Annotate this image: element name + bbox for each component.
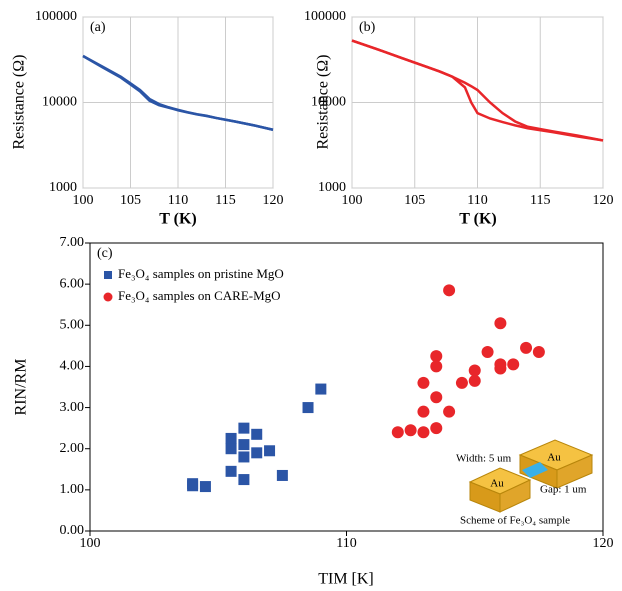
point	[391, 426, 404, 439]
y-tick-label: 0.00	[60, 523, 85, 538]
x-tick-label: 120	[263, 193, 284, 208]
y-tick-label: 1.00	[60, 482, 85, 497]
y-tick-label: 2.00	[60, 441, 85, 456]
point	[468, 374, 481, 387]
x-tick-label: 100	[80, 536, 101, 551]
x-tick-label: 115	[530, 193, 550, 208]
panel-label: (b)	[359, 20, 376, 35]
point	[481, 346, 494, 359]
point	[507, 358, 520, 371]
line-series	[351, 39, 604, 142]
y-tick-label: 10000	[311, 95, 346, 110]
point	[238, 474, 250, 486]
y-axis-label: Resistance (Ω)	[11, 55, 28, 150]
point	[443, 284, 456, 297]
x-axis-label: TIM [K]	[318, 571, 374, 588]
point	[494, 317, 507, 330]
y-tick-label: 1000	[318, 180, 346, 195]
legend-marker	[104, 271, 112, 279]
y-tick-label: 6.00	[60, 276, 85, 291]
point	[404, 424, 417, 437]
point	[443, 405, 456, 418]
x-tick-label: 115	[215, 193, 235, 208]
point	[417, 405, 430, 418]
y-tick-label: 10000	[42, 95, 77, 110]
point	[430, 350, 443, 363]
point	[225, 443, 237, 455]
x-tick-label: 100	[73, 193, 94, 208]
y-tick-label: 100000	[35, 9, 77, 24]
point	[532, 346, 545, 359]
point	[187, 478, 199, 490]
point	[251, 428, 263, 440]
panel-label: (c)	[97, 246, 113, 261]
x-tick-label: 120	[593, 193, 614, 208]
inset-scheme	[468, 439, 594, 513]
point	[199, 481, 211, 493]
point	[238, 439, 250, 451]
x-tick-label: 110	[168, 193, 188, 208]
panel-label: (a)	[90, 20, 106, 35]
point	[417, 426, 430, 439]
annotation: Au	[547, 452, 561, 464]
point	[276, 469, 288, 481]
point	[302, 402, 314, 414]
point	[468, 364, 481, 377]
x-axis-label: T (K)	[159, 211, 196, 228]
y-tick-label: 3.00	[60, 400, 85, 415]
annotation: Au	[490, 478, 504, 490]
x-tick-label: 110	[336, 536, 356, 551]
point	[520, 341, 533, 354]
point	[455, 376, 468, 389]
y-tick-label: 7.00	[60, 235, 85, 250]
pad-side	[499, 479, 531, 513]
point	[251, 447, 263, 459]
point	[430, 360, 443, 373]
point	[225, 432, 237, 444]
x-tick-label: 120	[593, 536, 614, 551]
point	[430, 422, 443, 435]
x-tick-label: 105	[404, 193, 425, 208]
annotation: Scheme of Fe₃O₄ sample	[460, 515, 570, 527]
line-series	[82, 54, 274, 131]
point	[238, 451, 250, 463]
legend-label: Fe₃O₄ samples on CARE-MgO	[118, 288, 281, 303]
y-tick-label: 5.00	[60, 318, 85, 333]
y-tick-label: 100000	[304, 9, 346, 24]
point	[238, 422, 250, 434]
legend-marker	[103, 292, 113, 302]
x-axis-label: T (K)	[459, 211, 496, 228]
y-tick-label: 1000	[49, 180, 77, 195]
x-tick-label: 105	[120, 193, 141, 208]
annotation: Gap: 1 um	[540, 484, 587, 496]
point	[430, 391, 443, 404]
y-axis-label: Resistance (Ω)	[315, 55, 332, 150]
x-tick-label: 100	[342, 193, 363, 208]
point	[315, 383, 327, 395]
point	[225, 465, 237, 477]
y-axis-label: RIN/RM	[13, 359, 30, 416]
pad-side	[556, 454, 593, 489]
x-tick-label: 110	[467, 193, 487, 208]
point	[264, 445, 276, 457]
annotation: Width: 5 um	[456, 453, 512, 465]
y-tick-label: 4.00	[60, 359, 85, 374]
gap-channel	[522, 462, 548, 478]
legend-label: Fe₃O₄ samples on pristine MgO	[118, 266, 284, 281]
point	[417, 376, 430, 389]
point	[494, 358, 507, 371]
